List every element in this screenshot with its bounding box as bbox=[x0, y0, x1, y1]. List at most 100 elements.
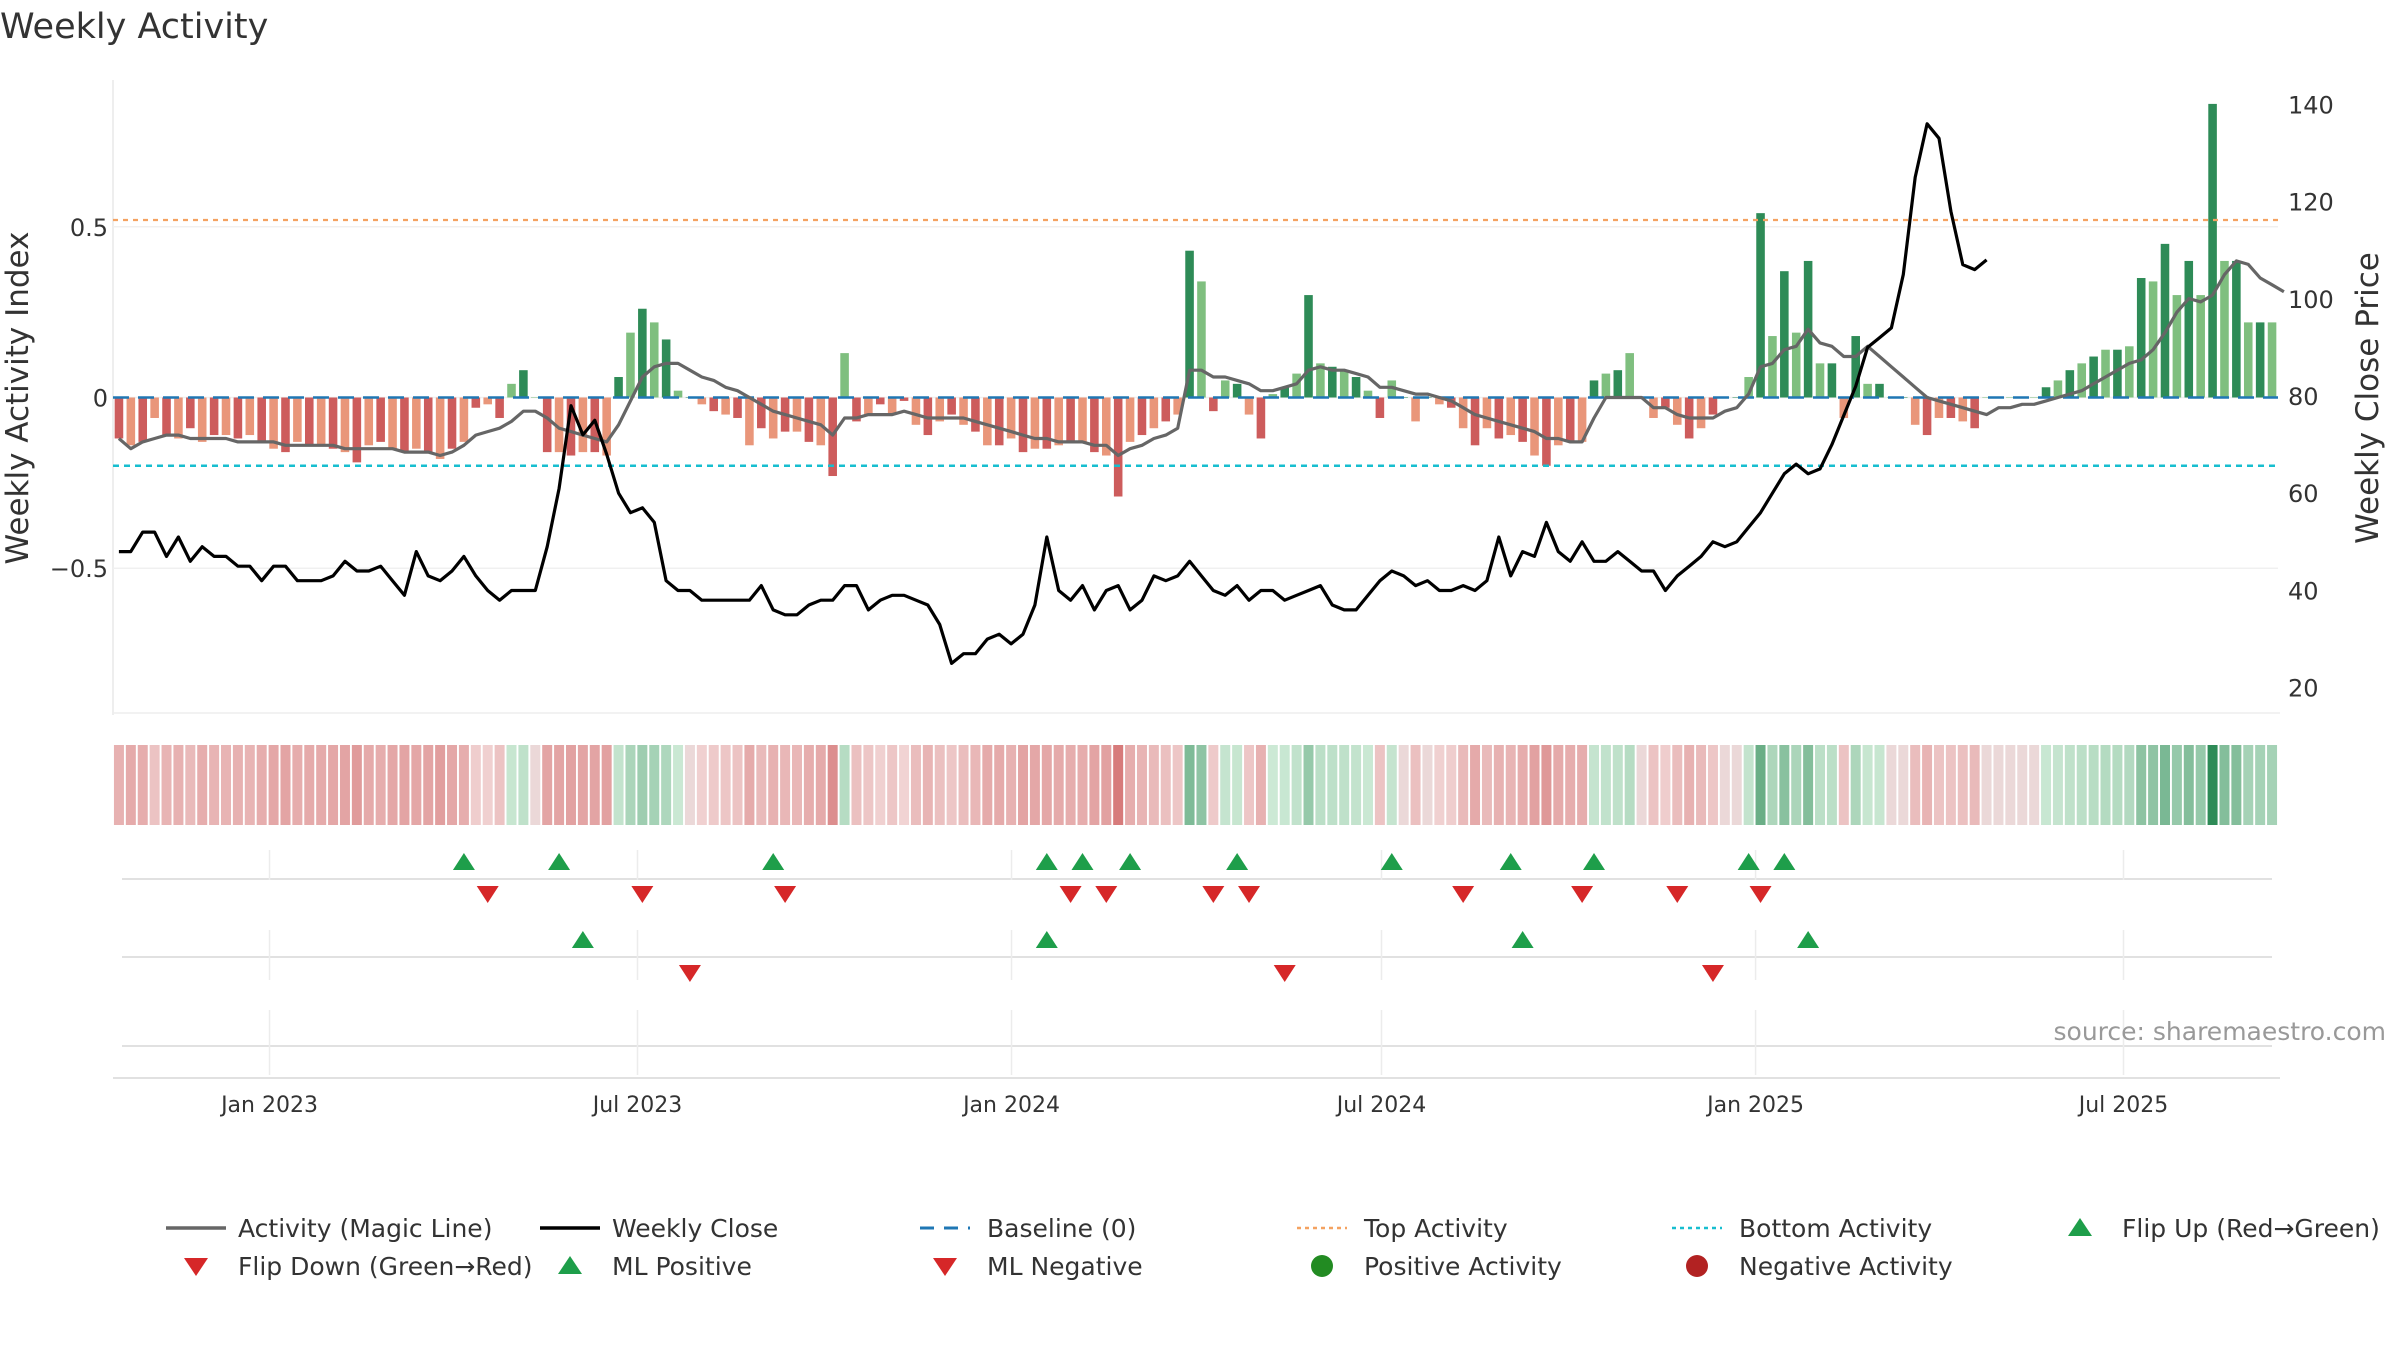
heat-cell bbox=[375, 745, 386, 825]
heat-cell bbox=[1386, 745, 1397, 825]
activity-bar bbox=[709, 397, 719, 412]
heat-cell bbox=[1981, 745, 1992, 825]
heat-cell bbox=[423, 745, 434, 825]
heat-cell bbox=[1244, 745, 1255, 825]
activity-bar bbox=[1137, 397, 1147, 436]
legend-label: Positive Activity bbox=[1364, 1252, 1562, 1281]
flip-up-marker bbox=[1380, 853, 1403, 870]
flip-up-marker bbox=[1119, 853, 1142, 870]
activity-bar bbox=[1066, 397, 1075, 442]
heat-cell bbox=[1374, 745, 1385, 825]
activity-bar bbox=[828, 397, 837, 477]
heat-cell bbox=[1719, 745, 1730, 825]
activity-bar bbox=[1220, 380, 1230, 398]
activity-bar bbox=[531, 397, 540, 398]
heat-cell bbox=[482, 745, 493, 825]
activity-bar bbox=[126, 397, 136, 446]
legend-label: Bottom Activity bbox=[1739, 1214, 1932, 1243]
activity-bar bbox=[875, 397, 885, 405]
activity-bar bbox=[745, 397, 754, 446]
activity-bar bbox=[721, 397, 730, 415]
flip-up-marker bbox=[548, 853, 571, 870]
heat-cell bbox=[458, 745, 469, 825]
activity-bar bbox=[1209, 397, 1218, 412]
chart-title: Weekly Activity bbox=[0, 7, 268, 47]
heat-cell bbox=[530, 745, 541, 825]
activity-bar bbox=[150, 397, 159, 418]
heat-cell bbox=[304, 745, 315, 825]
activity-bar bbox=[1577, 397, 1587, 442]
heat-cell bbox=[125, 745, 136, 825]
flip-down-marker bbox=[1666, 886, 1689, 903]
activity-bar bbox=[304, 397, 314, 446]
activity-bar bbox=[1839, 397, 1849, 418]
activity-bar bbox=[162, 397, 171, 436]
right-tick-label: 80 bbox=[2288, 383, 2319, 411]
activity-bar bbox=[1470, 397, 1480, 446]
activity-bar bbox=[1268, 394, 1278, 398]
activity-bar bbox=[2041, 387, 2051, 398]
heat-cell bbox=[244, 745, 255, 825]
heat-cell bbox=[1458, 745, 1469, 825]
activity-bar bbox=[804, 397, 814, 442]
activity-bar bbox=[840, 353, 849, 398]
heat-cell bbox=[1065, 745, 1076, 825]
flip-up-marker bbox=[1773, 853, 1796, 870]
ml-negative-marker bbox=[1273, 965, 1296, 982]
activity-bar bbox=[1316, 363, 1325, 398]
heat-cell bbox=[1160, 745, 1171, 825]
heat-cell bbox=[113, 745, 124, 825]
ml-positive-marker bbox=[1511, 931, 1534, 948]
activity-bar bbox=[507, 383, 516, 398]
activity-bar bbox=[1696, 397, 1706, 429]
activity-bar bbox=[1197, 281, 1206, 398]
heat-cell bbox=[518, 745, 529, 825]
heat-cell bbox=[934, 745, 945, 825]
heat-cell bbox=[328, 745, 339, 825]
activity-bar bbox=[935, 397, 945, 422]
heat-cell bbox=[589, 745, 600, 825]
activity-bar bbox=[1482, 397, 1492, 429]
activity-bar bbox=[1030, 397, 1040, 449]
activity-bar bbox=[1113, 397, 1123, 497]
heat-cell bbox=[1553, 745, 1564, 825]
activity-bar bbox=[578, 397, 588, 453]
heat-cell bbox=[1041, 745, 1052, 825]
heat-cell bbox=[1101, 745, 1112, 825]
activity-bar bbox=[2053, 380, 2063, 398]
flip-up-marker bbox=[1226, 853, 1249, 870]
heat-cell bbox=[2219, 745, 2230, 825]
activity-bar bbox=[733, 397, 742, 418]
flip-up-marker bbox=[762, 853, 785, 870]
heat-cell bbox=[1327, 745, 1338, 825]
activity-bar bbox=[1530, 397, 1539, 456]
legend-label: Activity (Magic Line) bbox=[238, 1214, 492, 1243]
activity-bar bbox=[447, 397, 457, 449]
heat-cell bbox=[1267, 745, 1278, 825]
heat-cell bbox=[2159, 745, 2170, 825]
heat-cell bbox=[1969, 745, 1980, 825]
activity-bar bbox=[221, 397, 231, 436]
activity-bar bbox=[1244, 397, 1254, 415]
heat-cell bbox=[2267, 745, 2278, 825]
flip-down-marker bbox=[1749, 886, 1772, 903]
heat-cell bbox=[1232, 745, 1243, 825]
heat-cell bbox=[577, 745, 588, 825]
activity-bar bbox=[1292, 373, 1301, 398]
heat-cell bbox=[1696, 745, 1707, 825]
activity-bar bbox=[459, 397, 469, 442]
activity-bar bbox=[495, 397, 504, 418]
heat-cell bbox=[1315, 745, 1326, 825]
activity-bar bbox=[1934, 397, 1944, 418]
heat-cell bbox=[1957, 745, 1968, 825]
flip-down-marker bbox=[631, 886, 654, 903]
heat-cell bbox=[732, 745, 743, 825]
heat-cell bbox=[2005, 745, 2016, 825]
heat-cell bbox=[1470, 745, 1481, 825]
heat-cell bbox=[1589, 745, 1599, 825]
heat-cell bbox=[1208, 745, 1219, 825]
heat-cell bbox=[2029, 745, 2040, 825]
activity-bar bbox=[2172, 295, 2182, 398]
heat-cell bbox=[1517, 745, 1528, 825]
activity-bar bbox=[400, 397, 409, 453]
